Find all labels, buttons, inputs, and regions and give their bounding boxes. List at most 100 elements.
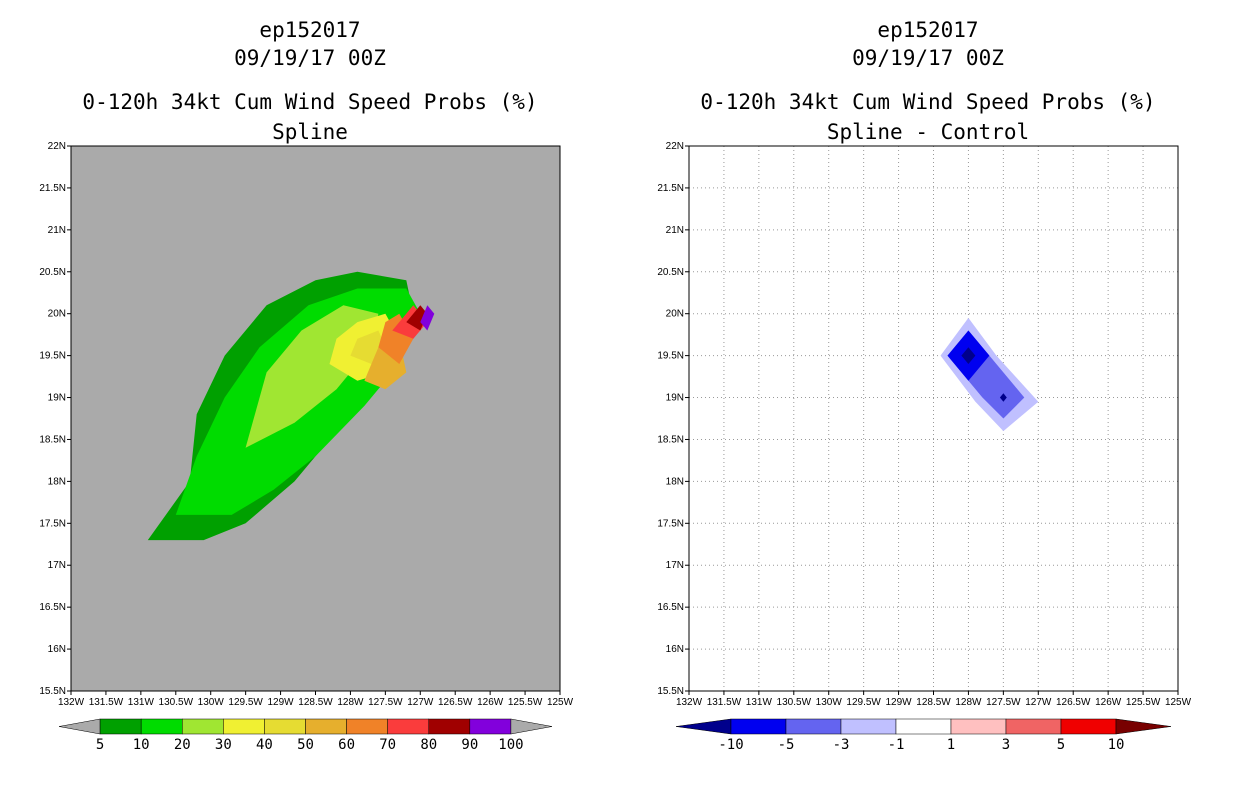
right-colorbar-label: 1 <box>947 737 955 753</box>
left-colorbar-label: 100 <box>498 737 523 753</box>
right-y-tick-label: 16.5N <box>657 602 684 613</box>
left-colorbar-label: 10 <box>133 737 150 753</box>
right-y-tick-label: 17N <box>666 560 684 571</box>
right-date: 09/19/17 00Z <box>852 46 1004 70</box>
left-x-tick-label: 127W <box>407 697 434 708</box>
left-x-tick-label: 128.5W <box>298 697 333 708</box>
left-y-tick-label: 20N <box>48 309 66 320</box>
right-y-tick-label: 19.5N <box>657 351 684 362</box>
right-x-tick-label: 131.5W <box>707 697 742 708</box>
right-colorbar-box <box>785 718 842 735</box>
left-date: 09/19/17 00Z <box>234 46 386 70</box>
left-colorbar-box <box>264 718 306 735</box>
right-chart-title: 0-120h 34kt Cum Wind Speed Probs (%) <box>700 90 1156 114</box>
left-x-tick-label: 132W <box>58 697 85 708</box>
left-colorbar-arrow-right <box>510 718 553 735</box>
right-x-tick-label: 129.5W <box>846 697 881 708</box>
left-colorbar-label: 5 <box>96 737 104 753</box>
right-y-tick-label: 18.5N <box>657 434 684 445</box>
left-colorbar-label: 60 <box>338 737 355 753</box>
right-x-tick-label: 130W <box>816 697 843 708</box>
left-colorbar-label: 20 <box>174 737 191 753</box>
right-colorbar-box <box>840 718 897 735</box>
left-y-tick-label: 19N <box>48 393 66 404</box>
left-y-tick-label: 16N <box>48 644 66 655</box>
right-y-tick-label: 16N <box>666 644 684 655</box>
right-x-tick-label: 125.5W <box>1126 697 1161 708</box>
left-y-tick-label: 20.5N <box>39 267 66 278</box>
right-x-tick-label: 129W <box>886 697 913 708</box>
left-colorbar-label: 70 <box>379 737 396 753</box>
left-colorbar-box <box>140 718 183 735</box>
left-colorbar-label: 80 <box>420 737 437 753</box>
right-x-tick-label: 131W <box>746 697 773 708</box>
left-colorbar-box <box>99 718 142 735</box>
right-y-tick-label: 20N <box>666 309 684 320</box>
left-colorbar-box <box>223 718 265 735</box>
left-y-tick-label: 18.5N <box>39 434 66 445</box>
right-x-tick-label: 132W <box>676 697 703 708</box>
right-y-tick-label: 17.5N <box>657 518 684 529</box>
left-colorbar-box <box>305 718 347 735</box>
left-x-tick-label: 129.5W <box>228 697 263 708</box>
left-contour-level-90 <box>420 305 435 331</box>
left-y-tick-label: 21.5N <box>39 183 66 194</box>
left-x-tick-label: 125.5W <box>508 697 543 708</box>
right-colorbar-label: 10 <box>1108 737 1125 753</box>
left-y-tick-label: 17.5N <box>39 518 66 529</box>
right-contour-level-neg10 <box>961 347 976 364</box>
right-y-tick-label: 15.5N <box>657 686 684 697</box>
right-y-tick-label: 19N <box>666 393 684 404</box>
right-colorbar-box <box>950 718 1007 735</box>
left-x-tick-label: 131W <box>128 697 155 708</box>
left-x-tick-label: 126.5W <box>438 697 473 708</box>
left-y-tick-label: 22N <box>48 141 66 152</box>
right-x-tick-label: 126W <box>1095 697 1122 708</box>
right-colorbar-box <box>730 718 787 735</box>
left-colorbar-box <box>469 718 512 735</box>
right-colorbar-box <box>895 718 952 735</box>
right-contour-level-neg10 <box>999 393 1007 402</box>
left-colorbar-box <box>346 718 388 735</box>
left-x-tick-label: 128W <box>337 697 364 708</box>
left-y-tick-label: 16.5N <box>39 602 66 613</box>
left-x-tick-label: 127.5W <box>368 697 403 708</box>
left-storm-id: ep152017 <box>259 18 361 42</box>
left-x-tick-label: 130W <box>198 697 225 708</box>
right-chart-subtitle: Spline - Control <box>826 120 1030 144</box>
right-colorbar-label: 3 <box>1002 737 1010 753</box>
left-x-tick-label: 126W <box>477 697 504 708</box>
right-colorbar-label: -10 <box>718 737 743 753</box>
right-x-tick-label: 128W <box>955 697 982 708</box>
right-colorbar-arrow-left <box>675 718 732 735</box>
left-colorbar-arrow-left <box>58 718 101 735</box>
right-colorbar-box <box>1060 718 1117 735</box>
right-x-tick-label: 128.5W <box>916 697 951 708</box>
left-colorbar-label: 40 <box>256 737 273 753</box>
left-x-tick-label: 130.5W <box>159 697 194 708</box>
right-colorbar-label: 5 <box>1057 737 1065 753</box>
left-chart-title: 0-120h 34kt Cum Wind Speed Probs (%) <box>82 90 538 114</box>
right-x-tick-label: 130.5W <box>777 697 812 708</box>
left-x-tick-label: 129W <box>268 697 295 708</box>
right-y-tick-label: 21N <box>666 225 684 236</box>
right-storm-id: ep152017 <box>877 18 979 42</box>
left-colorbar-label: 50 <box>297 737 314 753</box>
left-y-tick-label: 19.5N <box>39 351 66 362</box>
left-colorbar-box <box>182 718 224 735</box>
right-y-tick-label: 20.5N <box>657 267 684 278</box>
right-y-tick-label: 18N <box>666 476 684 487</box>
left-x-tick-label: 125W <box>547 697 574 708</box>
left-x-tick-label: 131.5W <box>89 697 124 708</box>
left-y-tick-label: 21N <box>48 225 66 236</box>
right-x-tick-label: 125W <box>1165 697 1192 708</box>
right-colorbar-label: -5 <box>778 737 795 753</box>
left-colorbar-label: 30 <box>215 737 232 753</box>
left-y-tick-label: 18N <box>48 476 66 487</box>
right-x-tick-label: 127.5W <box>986 697 1021 708</box>
left-colorbar-box <box>387 718 429 735</box>
right-x-tick-label: 127W <box>1025 697 1052 708</box>
left-y-tick-label: 17N <box>48 560 66 571</box>
left-chart-subtitle: Spline <box>272 120 348 144</box>
